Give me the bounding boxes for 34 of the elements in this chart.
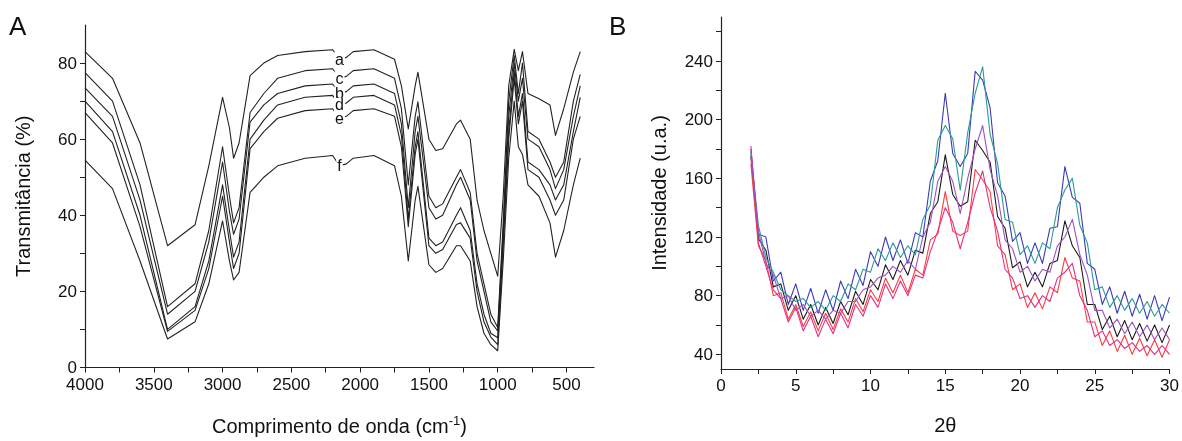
x-tick-label: 15: [935, 376, 955, 395]
chart-title: A: [9, 11, 27, 41]
x-tick-label: 20: [1010, 376, 1030, 395]
x-tick-label: 1500: [410, 374, 448, 394]
y-tick-label: 120: [684, 227, 713, 247]
x-tick-label: 5: [791, 376, 801, 395]
y-tick-label: 200: [684, 110, 713, 130]
series-label: a: [335, 50, 345, 68]
y-axis-title: Intensidade (u.a.): [648, 115, 670, 271]
x-tick-label: 500: [552, 374, 581, 394]
y-tick-label: 160: [684, 168, 713, 188]
y-axis-title: Transmitância (%): [12, 115, 34, 278]
series-label: e: [335, 109, 345, 127]
x-tick-label: 2500: [272, 374, 311, 394]
x-tick-label: 1000: [478, 374, 517, 394]
series-label: c: [335, 69, 344, 87]
y-tick-label: 80: [58, 53, 77, 73]
x-tick-label: 2000: [341, 374, 380, 394]
x-axis-title: 2θ: [934, 414, 957, 436]
y-tick-label: 60: [58, 129, 77, 149]
y-tick-label: 240: [684, 51, 713, 71]
x-tick-label: 25: [1085, 376, 1105, 395]
y-tick-label: 0: [67, 358, 77, 377]
x-tick-label: 3000: [203, 374, 242, 394]
y-tick-label: 40: [694, 344, 713, 364]
chart-title: B: [609, 11, 627, 41]
y-tick-label: 40: [58, 205, 77, 225]
x-tick-label: 3500: [134, 374, 173, 394]
x-tick-label: 30: [1160, 376, 1180, 395]
y-tick-label: 20: [58, 281, 77, 301]
x-tick-label: 4000: [66, 374, 104, 394]
y-tick-label: 80: [694, 286, 713, 306]
x-tick-label: 10: [861, 376, 880, 395]
x-tick-label: 0: [716, 376, 726, 395]
